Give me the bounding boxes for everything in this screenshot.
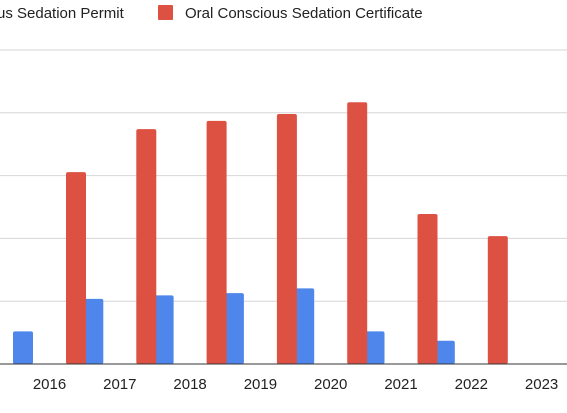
bar-series-1-2019: [223, 293, 244, 364]
bar-series-1-2021: [364, 331, 385, 364]
bar-series-1-2020: [294, 288, 315, 364]
legend-label-series-1: us Sedation Permit: [0, 5, 125, 22]
x-tick-label-2021: 2021: [384, 376, 417, 393]
bar-series-2-2019: [276, 114, 297, 364]
legend-item-series-1: us Sedation Permit: [0, 5, 125, 22]
bar-series-1-2016: [13, 331, 33, 364]
x-tick-label-2018: 2018: [173, 376, 206, 393]
x-axis-tick-labels: 2016 2017 2018 2019 2020 2021 2022 2023: [33, 376, 558, 393]
legend: us Sedation Permit Oral Conscious Sedati…: [0, 5, 423, 22]
x-tick-label-2017: 2017: [103, 376, 136, 393]
bars: [13, 102, 508, 365]
legend-swatch-series-2: [158, 5, 173, 20]
x-tick-label-2016: 2016: [33, 376, 66, 393]
bar-series-2-2021: [417, 214, 438, 364]
bar-series-1-2022: [434, 340, 455, 364]
x-tick-label-2019: 2019: [244, 376, 277, 393]
bar-series-2-2022: [487, 236, 508, 364]
x-tick-label-2020: 2020: [314, 376, 347, 393]
bar-series-1-2017: [83, 298, 104, 364]
bar-series-2-2016: [66, 172, 86, 364]
bar-series-2-2018: [206, 120, 227, 365]
bar-series-2-2020: [347, 102, 368, 365]
x-tick-label-2023: 2023: [525, 376, 558, 393]
bar-series-2-2017: [136, 129, 157, 364]
x-tick-label-2022: 2022: [455, 376, 488, 393]
bar-series-1-2018: [153, 295, 174, 364]
legend-item-series-2: Oral Conscious Sedation Certificate: [158, 5, 423, 22]
legend-label-series-2: Oral Conscious Sedation Certificate: [185, 5, 423, 22]
